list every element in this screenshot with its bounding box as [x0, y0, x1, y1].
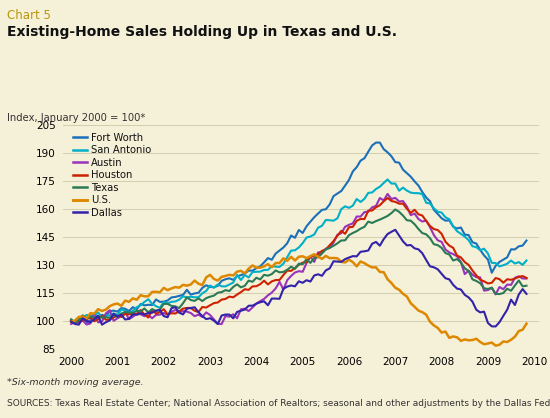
U.S. [338, 259, 344, 264]
Texas [523, 283, 530, 288]
Dallas [404, 243, 410, 248]
Line: Texas: Texas [71, 209, 526, 323]
Fort Worth [214, 283, 221, 288]
Houston [68, 318, 74, 323]
Houston [164, 312, 171, 317]
Dallas [392, 227, 399, 232]
Dallas [523, 291, 530, 296]
Austin [442, 247, 449, 252]
U.S. [311, 252, 317, 257]
Texas [338, 238, 344, 243]
Fort Worth [72, 320, 78, 325]
Text: Index, January 2000 = 100*: Index, January 2000 = 100* [7, 113, 145, 123]
Houston [384, 196, 391, 201]
Houston [338, 228, 344, 233]
San Antonio [408, 190, 414, 195]
U.S. [438, 330, 445, 335]
U.S. [461, 337, 468, 342]
U.S. [68, 319, 74, 324]
U.S. [523, 321, 530, 326]
San Antonio [214, 282, 221, 287]
Text: Existing-Home Sales Holding Up in Texas and U.S.: Existing-Home Sales Holding Up in Texas … [7, 25, 397, 39]
San Antonio [338, 206, 344, 212]
Austin [214, 321, 221, 326]
Texas [392, 207, 399, 212]
Dallas [334, 259, 340, 264]
Line: Fort Worth: Fort Worth [71, 143, 526, 323]
Austin [68, 321, 74, 326]
Texas [72, 320, 78, 325]
Dallas [461, 292, 468, 297]
Dallas [438, 271, 445, 276]
Texas [214, 290, 221, 295]
Texas [164, 301, 171, 306]
Austin [523, 276, 530, 281]
Fort Worth [338, 189, 344, 194]
Texas [68, 317, 74, 322]
Text: Chart 5: Chart 5 [7, 9, 51, 22]
Fort Worth [465, 232, 472, 237]
Fort Worth [523, 238, 530, 243]
Houston [465, 263, 472, 268]
Austin [384, 191, 391, 196]
Fort Worth [377, 140, 383, 145]
Line: U.S.: U.S. [71, 254, 526, 346]
Fort Worth [164, 298, 171, 303]
Fort Worth [442, 218, 449, 223]
Austin [83, 322, 90, 327]
Fort Worth [408, 174, 414, 179]
San Antonio [72, 320, 78, 325]
Austin [164, 312, 171, 317]
Texas [465, 268, 472, 273]
San Antonio [68, 319, 74, 324]
Texas [408, 218, 414, 223]
Houston [523, 275, 530, 280]
Dallas [68, 319, 74, 324]
Austin [408, 213, 414, 218]
Houston [72, 320, 78, 325]
Line: Houston: Houston [71, 198, 526, 322]
Houston [408, 210, 414, 215]
Line: San Antonio: San Antonio [71, 179, 526, 323]
San Antonio [384, 177, 391, 182]
San Antonio [442, 215, 449, 220]
Fort Worth [68, 318, 74, 323]
Dallas [211, 318, 217, 323]
Text: *Six-month moving average.: *Six-month moving average. [7, 378, 143, 387]
Austin [465, 268, 472, 273]
Legend: Fort Worth, San Antonio, Austin, Houston, Texas, U.S., Dallas: Fort Worth, San Antonio, Austin, Houston… [73, 133, 151, 218]
U.S. [161, 285, 167, 291]
Dallas [492, 324, 499, 329]
Texas [442, 250, 449, 255]
Austin [338, 231, 344, 236]
Dallas [161, 314, 167, 319]
Line: Dallas: Dallas [71, 230, 526, 326]
Text: SOURCES: Texas Real Estate Center; National Association of Realtors; seasonal an: SOURCES: Texas Real Estate Center; Natio… [7, 399, 550, 408]
Houston [214, 300, 221, 305]
U.S. [404, 294, 410, 299]
Line: Austin: Austin [71, 194, 526, 324]
U.S. [492, 343, 499, 348]
U.S. [211, 276, 217, 281]
San Antonio [523, 258, 530, 263]
San Antonio [164, 301, 171, 306]
San Antonio [465, 237, 472, 242]
Houston [442, 239, 449, 244]
